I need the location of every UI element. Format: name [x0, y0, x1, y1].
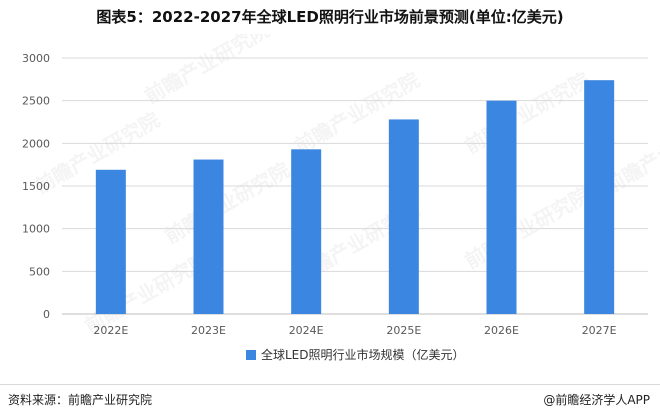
legend-label: 全球LED照明行业市场规模（亿美元） [261, 347, 465, 362]
y-axis-ticks: 0 500 1000 1500 2000 2500 3000 [22, 52, 50, 321]
bar-series [95, 80, 615, 315]
bar [486, 100, 517, 315]
bar [388, 119, 419, 314]
x-tick-label: 2025E [386, 324, 421, 337]
y-tick-label: 3000 [22, 52, 50, 65]
footer: 资料来源：前瞻产业研究院 @前瞻经济学人APP [0, 384, 660, 412]
y-tick-label: 2500 [22, 95, 50, 108]
bar [584, 80, 615, 314]
watermark-text: 前瞻产业研究院 [461, 183, 594, 274]
bar [193, 159, 224, 314]
bar [291, 149, 322, 314]
source-note: 资料来源：前瞻产业研究院 [8, 393, 153, 407]
y-tick-label: 2000 [22, 137, 50, 150]
x-tick-label: 2027E [582, 324, 617, 337]
x-tick-label: 2024E [289, 324, 324, 337]
brand-credit: @前瞻经济学人APP [543, 393, 650, 407]
x-tick-label: 2022E [93, 324, 128, 337]
x-tick-label: 2026E [484, 324, 519, 337]
x-tick-label: 2023E [191, 324, 226, 337]
y-tick-label: 1000 [22, 223, 50, 236]
y-tick-label: 1500 [22, 180, 50, 193]
watermark-text: 前瞻产业研究院 [161, 158, 294, 249]
y-tick-label: 0 [43, 308, 50, 321]
legend-swatch [246, 350, 256, 360]
gridlines [62, 57, 648, 315]
y-tick-label: 500 [29, 265, 50, 278]
x-axis-ticks: 2022E 2023E 2024E 2025E 2026E 2027E [93, 324, 616, 337]
chart-area: 前瞻产业研究院 前瞻产业研究院 前瞻产业研究院 前瞻产业研究院 前瞻产业研究院 前瞻产业研… [0, 18, 660, 376]
watermark-text: 前瞻产业研究院 [141, 34, 274, 108]
bar [95, 169, 126, 314]
watermark-text: 前瞻产业研究院 [461, 68, 594, 159]
chart-title: 图表5：2022-2027年全球LED照明行业市场前景预测(单位:亿美元) [96, 8, 564, 26]
legend: 全球LED照明行业市场规模（亿美元） [246, 347, 465, 362]
